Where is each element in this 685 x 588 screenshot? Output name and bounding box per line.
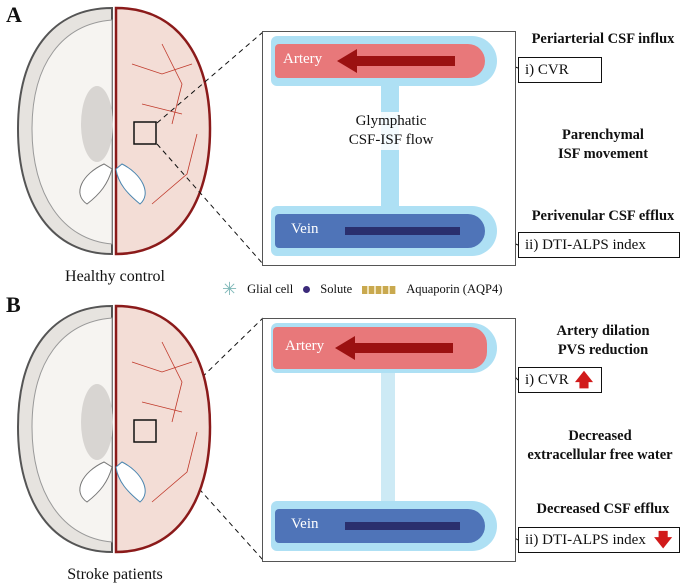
panel-label-a: A [6, 2, 22, 27]
brain-healthy-illustration [16, 6, 212, 256]
free-water-line2: extracellular free water [527, 447, 673, 463]
artery: Artery [275, 44, 485, 78]
legend-glial: Glial cell [247, 282, 294, 296]
artery-label: Artery [283, 51, 323, 67]
inset-stroke: Artery Vein [262, 318, 516, 562]
glial-cell-icon: ✳ [222, 279, 238, 299]
caption-healthy-control: Healthy control [65, 268, 165, 285]
panel-label-b: B [6, 292, 21, 317]
arrow-left-icon [355, 56, 455, 66]
cvr-box-a: i) CVR [518, 57, 602, 83]
alps-box-b: ii) DTI-ALPS index 🡇 [518, 527, 680, 553]
flow-label-line2: CSF-ISF flow [348, 132, 434, 148]
perivenular-title: Perivenular CSF efflux [531, 208, 675, 224]
parenchymal-title: Parenchymal ISF movement [518, 126, 685, 164]
free-water-line1: Decreased [568, 428, 632, 444]
aquaporin-icon [362, 285, 397, 294]
arrow-left-icon [345, 227, 460, 235]
arrow-down-icon: 🡇 [653, 530, 673, 550]
caption-stroke-patients: Stroke patients [67, 566, 163, 583]
cvr-box-b: i) CVR 🡅 [518, 367, 602, 393]
inset-healthy: Artery Glymphatic CSF-ISF flow Vein [262, 31, 516, 266]
legend-solute: Solute [320, 282, 353, 296]
arrow-left-icon [345, 522, 460, 530]
parenchymal-line2: ISF movement [557, 146, 649, 162]
legend-aquaporin: Aquaporin (AQP4) [406, 282, 503, 296]
parenchymal-line1: Parenchymal [562, 127, 644, 143]
vein: Vein [275, 214, 485, 248]
reduced-flow-arrow [381, 373, 395, 501]
flow-label: Glymphatic CSF-ISF flow [341, 112, 441, 150]
decreased-efflux-title: Decreased CSF efflux [536, 501, 670, 517]
vein: Vein [275, 509, 485, 543]
brain-stroke-illustration [16, 304, 212, 554]
flow-label-line1: Glymphatic [355, 113, 427, 129]
vein-label: Vein [291, 516, 319, 532]
vein-label: Vein [291, 221, 319, 237]
periarterial-title: Periarterial CSF influx [531, 31, 675, 47]
legend: ✳ Glial cell Solute Aquaporin (AQP4) [222, 279, 502, 300]
solute-icon [303, 286, 311, 293]
artery-dilation-line2: PVS reduction [557, 342, 649, 358]
artery-dilation-title: Artery dilation PVS reduction [518, 322, 685, 360]
arrow-left-icon [353, 343, 453, 353]
alps-label-b: ii) DTI-ALPS index [525, 532, 646, 548]
alps-box-a: ii) DTI-ALPS index [518, 232, 680, 258]
artery-dilation-line1: Artery dilation [556, 323, 650, 339]
arrow-up-icon: 🡅 [574, 370, 594, 390]
cvr-label-b: i) CVR [525, 372, 569, 388]
artery-label: Artery [285, 338, 325, 354]
free-water-title: Decreased extracellular free water [510, 427, 685, 465]
artery: Artery [273, 327, 487, 369]
